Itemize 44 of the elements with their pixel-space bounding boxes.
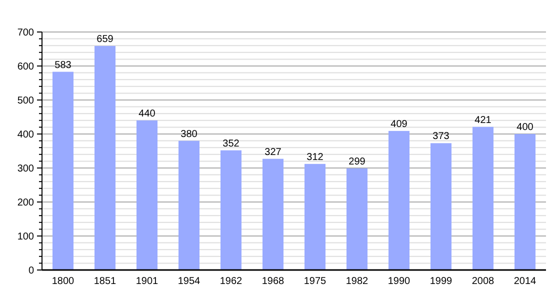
bar (220, 150, 242, 270)
y-tick-label: 400 (17, 130, 34, 140)
bar (178, 140, 200, 270)
x-tick-label: 1800 (52, 276, 75, 287)
data-label: 583 (54, 60, 72, 71)
data-label: 312 (306, 152, 324, 163)
x-tick-label: 1999 (430, 276, 453, 287)
data-label: 352 (222, 138, 240, 150)
data-label: 299 (348, 156, 366, 168)
y-tick-label: 600 (17, 62, 34, 72)
x-tick-label: 1954 (178, 276, 201, 287)
data-label: 440 (138, 108, 156, 120)
bar (430, 143, 452, 270)
y-tick-label: 100 (17, 232, 34, 242)
y-tick-label: 500 (17, 96, 34, 106)
data-label: 400 (516, 122, 534, 133)
bar (514, 134, 536, 270)
bar (304, 164, 326, 270)
data-label: 373 (432, 131, 450, 142)
bar (262, 158, 284, 270)
y-tick-label: 700 (17, 28, 34, 38)
data-label: 380 (180, 128, 198, 140)
x-tick-label: 1975 (304, 276, 327, 287)
bar (94, 46, 116, 270)
y-tick-label: 300 (17, 164, 34, 174)
data-label: 327 (264, 146, 282, 158)
x-tick-label: 2014 (514, 276, 537, 287)
x-tick-label: 1968 (262, 276, 285, 287)
bar (52, 72, 74, 270)
x-tick-label: 1901 (136, 276, 159, 287)
data-label: 421 (474, 114, 492, 126)
y-tick-label: 200 (17, 198, 34, 208)
x-tick-label: 1990 (388, 276, 411, 287)
y-tick-label: 0 (28, 266, 34, 276)
bar (136, 120, 158, 270)
x-tick-label: 1982 (346, 276, 369, 287)
data-label: 409 (390, 118, 408, 130)
bar (472, 126, 494, 270)
bar (388, 130, 410, 270)
x-tick-label: 2008 (472, 276, 495, 287)
bar (346, 168, 368, 270)
data-label: 659 (96, 34, 114, 45)
x-tick-label: 1962 (220, 276, 243, 287)
x-tick-label: 1851 (94, 276, 117, 287)
